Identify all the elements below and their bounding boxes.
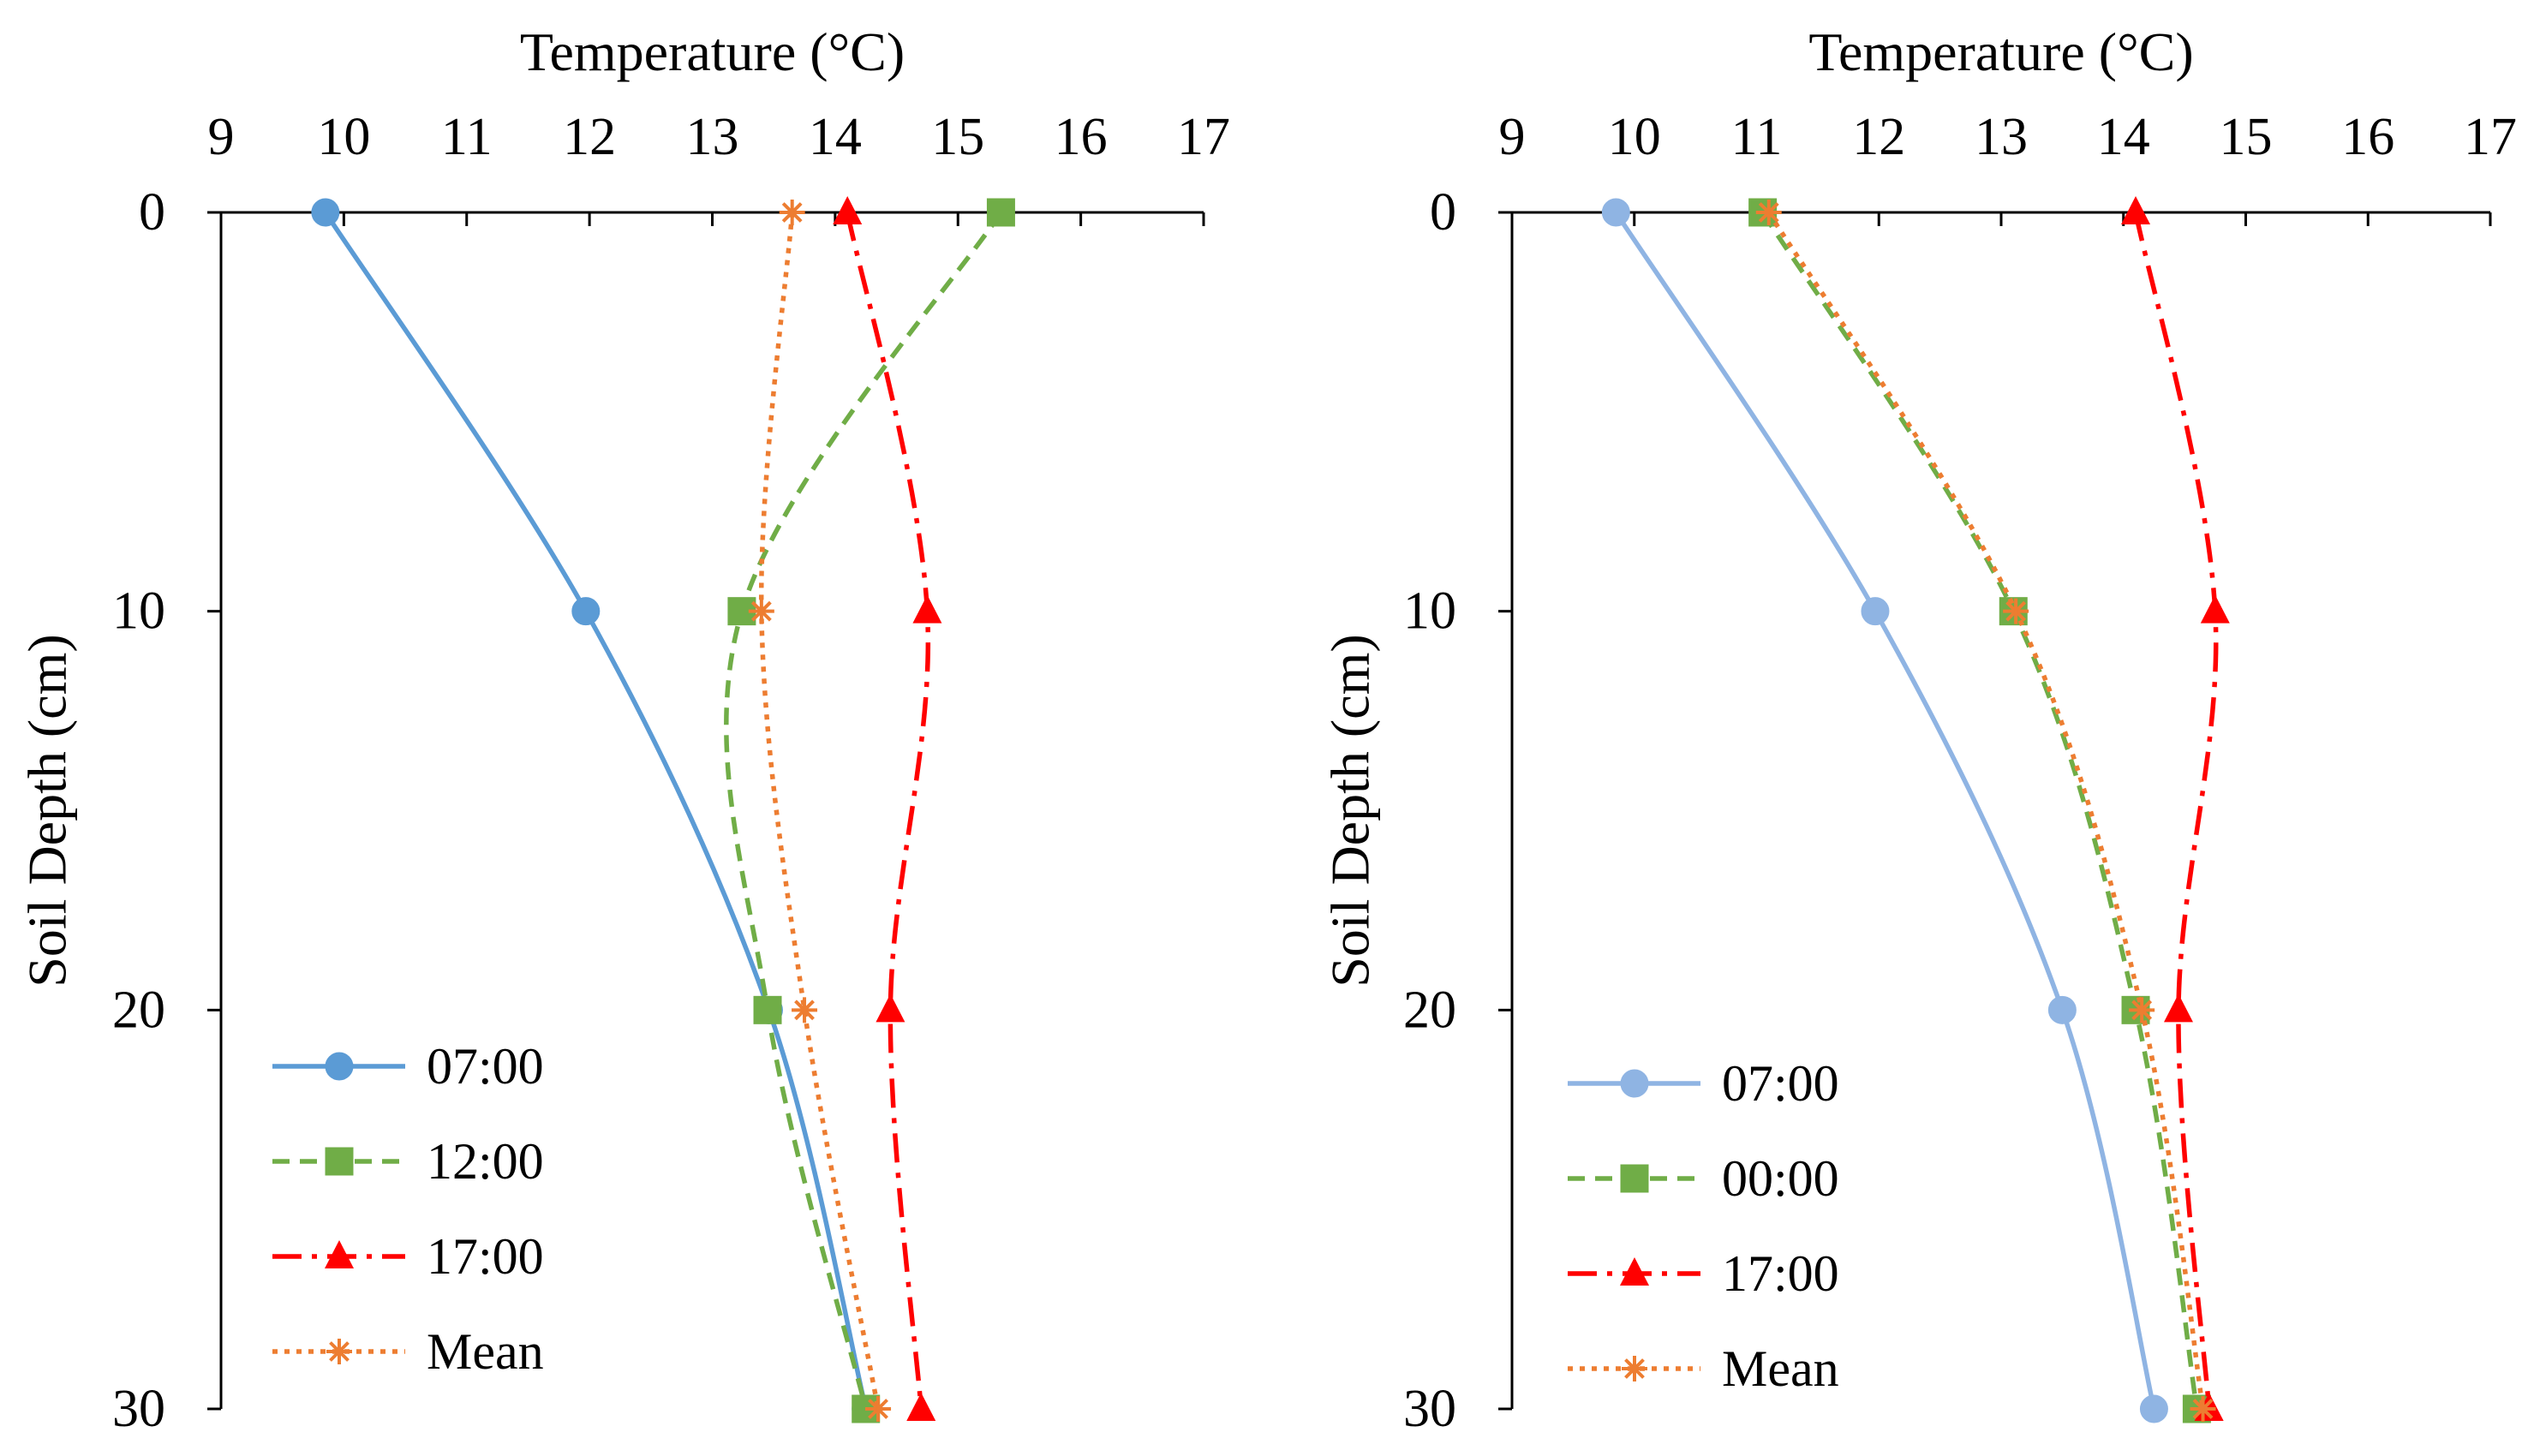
data-point [1861, 597, 1890, 626]
data-point [833, 196, 863, 224]
data-point [986, 198, 1015, 227]
legend-swatch-marker [325, 1240, 354, 1268]
data-point [906, 1393, 936, 1421]
x-tick-label: 13 [1975, 108, 2028, 166]
legend: 07:00 12:00 17:00 Mean [272, 1038, 544, 1380]
x-tick-label: 16 [2341, 108, 2394, 166]
series-1700 [833, 196, 942, 1421]
data-point [792, 997, 818, 1023]
y-tick-label: 10 [1403, 582, 1456, 641]
series-line [724, 211, 1003, 1410]
legend-swatch-marker [1620, 1069, 1649, 1098]
x-tick-label: 13 [686, 108, 739, 166]
legend-label: 17:00 [427, 1228, 544, 1285]
x-tick-label: 17 [2464, 108, 2517, 166]
x-tick-label: 11 [1731, 108, 1783, 166]
x-tick-label: 16 [1055, 108, 1108, 166]
series-1200 [724, 198, 1015, 1423]
series-line [1760, 211, 2200, 1410]
legend-label: Mean [427, 1323, 544, 1380]
data-point [876, 994, 905, 1023]
x-axis-title: Temperature (°C) [1808, 21, 2193, 82]
legend-swatch-marker [326, 1339, 352, 1364]
y-axis-title: Soil Depth (cm) [1320, 634, 1381, 987]
data-point [2047, 995, 2077, 1024]
x-axis-title: Temperature (°C) [520, 21, 905, 82]
legend-swatch-marker [1620, 1164, 1649, 1193]
x-tick-label: 17 [1177, 108, 1230, 166]
y-tick-label: 10 [112, 582, 165, 641]
legend-label: 17:00 [1722, 1245, 1839, 1302]
series-0700 [1601, 198, 2168, 1423]
y-axis-title: Soil Depth (cm) [17, 634, 78, 987]
y-tick-label: 30 [1403, 1380, 1456, 1438]
data-point [2121, 196, 2151, 224]
x-tick-label: 11 [441, 108, 493, 166]
x-tick-label: 12 [1852, 108, 1905, 166]
x-tick-label: 15 [2220, 108, 2273, 166]
series-0700 [311, 198, 881, 1423]
series-mean [748, 200, 892, 1422]
legend-label: 12:00 [427, 1133, 544, 1190]
data-point [912, 594, 942, 624]
series-1700 [2121, 196, 2230, 1421]
x-tick-label: 14 [2097, 108, 2150, 166]
series-line [1614, 211, 2157, 1410]
x-tick-label: 12 [563, 108, 616, 166]
x-tick-label: 10 [1608, 108, 1661, 166]
data-point [748, 598, 774, 624]
legend-label: Mean [1722, 1340, 1839, 1397]
data-point [1601, 198, 1630, 227]
legend-swatch-marker [1620, 1257, 1649, 1286]
legend-label: 00:00 [1722, 1150, 1839, 1207]
x-tick-label: 9 [1499, 108, 1526, 166]
y-tick-label: 20 [1403, 981, 1456, 1039]
data-point [2129, 997, 2155, 1023]
x-tick-label: 10 [317, 108, 370, 166]
legend-swatch-marker [325, 1052, 354, 1081]
series-line [845, 212, 931, 1410]
data-point [2200, 594, 2230, 624]
legend: 07:00 00:00 17:00 Mean [1568, 1055, 1839, 1397]
data-point [779, 200, 805, 225]
data-point [2003, 598, 2029, 624]
y-tick-label: 30 [112, 1380, 165, 1438]
x-tick-label: 9 [208, 108, 235, 166]
data-point [1755, 200, 1782, 225]
data-point [2190, 1396, 2216, 1422]
x-tick-label: 14 [809, 108, 862, 166]
data-point [311, 198, 340, 227]
right-chart-panel: Temperature (°C) Soil Depth (cm) 9 10 11 12 13… [1320, 21, 2517, 1438]
series-line [2133, 212, 2219, 1410]
legend-label: 07:00 [427, 1038, 544, 1095]
series-line [758, 212, 881, 1410]
legend-label: 07:00 [1722, 1055, 1839, 1112]
y-tick-label: 0 [139, 183, 165, 242]
data-point [753, 995, 782, 1024]
y-tick-label: 20 [112, 981, 165, 1039]
series-line [1766, 211, 2206, 1410]
data-point [2163, 994, 2193, 1023]
x-tick-label: 15 [931, 108, 984, 166]
y-tick-label: 0 [1430, 183, 1456, 242]
series-mean [1755, 200, 2216, 1422]
legend-swatch-marker [1622, 1356, 1647, 1381]
series-line [323, 211, 869, 1410]
data-point [571, 597, 601, 626]
legend-swatch-marker [325, 1147, 354, 1176]
data-point [865, 1396, 892, 1422]
left-chart-panel: Temperature (°C) Soil Depth (cm) 9 10 11 12 13… [17, 21, 1230, 1438]
data-point [2139, 1394, 2168, 1423]
